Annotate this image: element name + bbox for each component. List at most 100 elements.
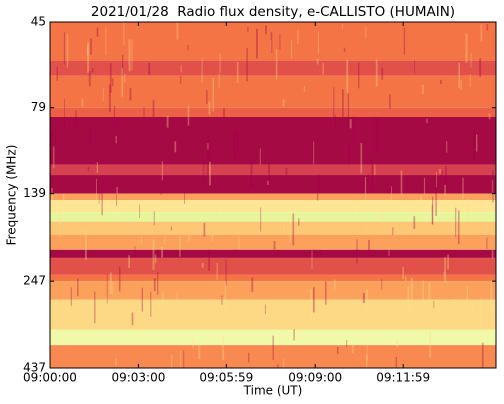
texture-streak: [376, 117, 378, 150]
texture-streak: [348, 144, 351, 165]
texture-streak: [160, 189, 162, 196]
spectrum-band: [50, 193, 496, 201]
texture-streak: [292, 213, 295, 246]
texture-streak: [198, 343, 201, 360]
x-tick-label: 09:00:00: [23, 371, 77, 385]
texture-streak: [458, 62, 461, 88]
texture-streak: [180, 350, 182, 368]
spectrum-band: [50, 329, 496, 346]
texture-streak: [187, 44, 189, 51]
spectrum-band: [50, 175, 496, 194]
texture-streak: [248, 352, 250, 363]
texture-streak: [268, 216, 270, 224]
spectrum-band: [50, 221, 496, 235]
texture-streak: [270, 40, 272, 53]
texture-streak: [312, 287, 315, 313]
texture-streak: [105, 296, 107, 328]
texture: [50, 22, 496, 368]
y-axis-label: Frequency (MHz): [5, 145, 19, 246]
texture-streak: [91, 68, 94, 73]
texture-streak: [422, 84, 424, 94]
texture-streak: [388, 247, 390, 256]
texture-streak: [219, 53, 221, 73]
texture-streak: [220, 296, 223, 309]
texture-streak: [333, 87, 335, 121]
texture-streak: [218, 73, 220, 89]
texture-streak: [265, 25, 267, 35]
texture-streak: [465, 33, 468, 63]
texture-streak: [366, 289, 368, 316]
texture-streak: [381, 279, 383, 290]
texture-streak: [413, 216, 416, 230]
texture-streak: [401, 364, 403, 368]
texture-streak: [121, 68, 124, 97]
texture-streak: [325, 280, 327, 305]
texture-streak: [187, 105, 190, 126]
spectrum-band: [50, 249, 496, 258]
texture-streak: [158, 300, 161, 309]
texture-streak: [342, 89, 344, 117]
texture-streak: [180, 64, 182, 73]
texture-streak: [470, 52, 472, 68]
texture-streak: [216, 262, 218, 280]
texture-streak: [317, 174, 320, 190]
texture-streak: [381, 67, 384, 80]
spectrum-band: [50, 281, 496, 300]
texture-streak: [64, 99, 65, 131]
texture-streak: [188, 234, 190, 241]
texture-streak: [443, 271, 445, 278]
texture-streak: [109, 63, 112, 93]
texture-streak: [236, 61, 239, 84]
texture-streak: [272, 335, 274, 360]
texture-streak: [153, 278, 156, 292]
texture-streak: [114, 358, 117, 365]
texture-streak: [87, 166, 90, 172]
texture-streak: [81, 98, 84, 108]
texture-streak: [472, 135, 475, 162]
spectrum-band: [50, 212, 496, 222]
spectrum-band: [50, 107, 496, 117]
texture-streak: [176, 292, 178, 317]
texture-streak: [444, 257, 447, 283]
y-tick-label: 247: [23, 274, 46, 288]
texture-streak: [480, 298, 482, 331]
texture-streak: [400, 170, 403, 196]
texture-streak: [256, 28, 258, 59]
texture-streak: [313, 141, 315, 165]
texture-streak: [112, 282, 114, 297]
texture-streak: [157, 271, 159, 295]
texture-streak: [297, 30, 299, 45]
texture-streak: [53, 146, 55, 169]
texture-streak: [255, 321, 257, 329]
texture-streak: [447, 254, 449, 270]
texture-streak: [283, 358, 285, 368]
texture-streak: [86, 45, 89, 56]
texture-streak: [164, 236, 166, 245]
texture-streak: [282, 99, 285, 107]
texture-streak: [360, 143, 363, 174]
texture-streak: [311, 250, 313, 270]
texture-streak: [431, 204, 433, 225]
texture-streak: [162, 292, 164, 305]
texture-streak: [435, 187, 437, 216]
texture-streak: [275, 49, 278, 80]
texture-streak: [90, 38, 92, 55]
texture-streak: [471, 299, 473, 317]
texture-streak: [433, 301, 435, 308]
texture-streak: [368, 173, 369, 185]
texture-streak: [183, 350, 185, 368]
texture-streak: [184, 191, 186, 204]
texture-streak: [322, 63, 324, 75]
texture-streak: [211, 234, 214, 242]
spectrum-band: [50, 200, 496, 213]
texture-streak: [366, 354, 368, 368]
texture-streak: [216, 205, 218, 218]
texture-streak: [50, 131, 53, 145]
texture-streak: [309, 288, 312, 322]
texture-streak: [260, 207, 262, 232]
texture-streak: [206, 141, 209, 176]
texture-streak: [391, 186, 392, 206]
texture-streak: [139, 204, 141, 219]
texture-streak: [467, 199, 470, 221]
